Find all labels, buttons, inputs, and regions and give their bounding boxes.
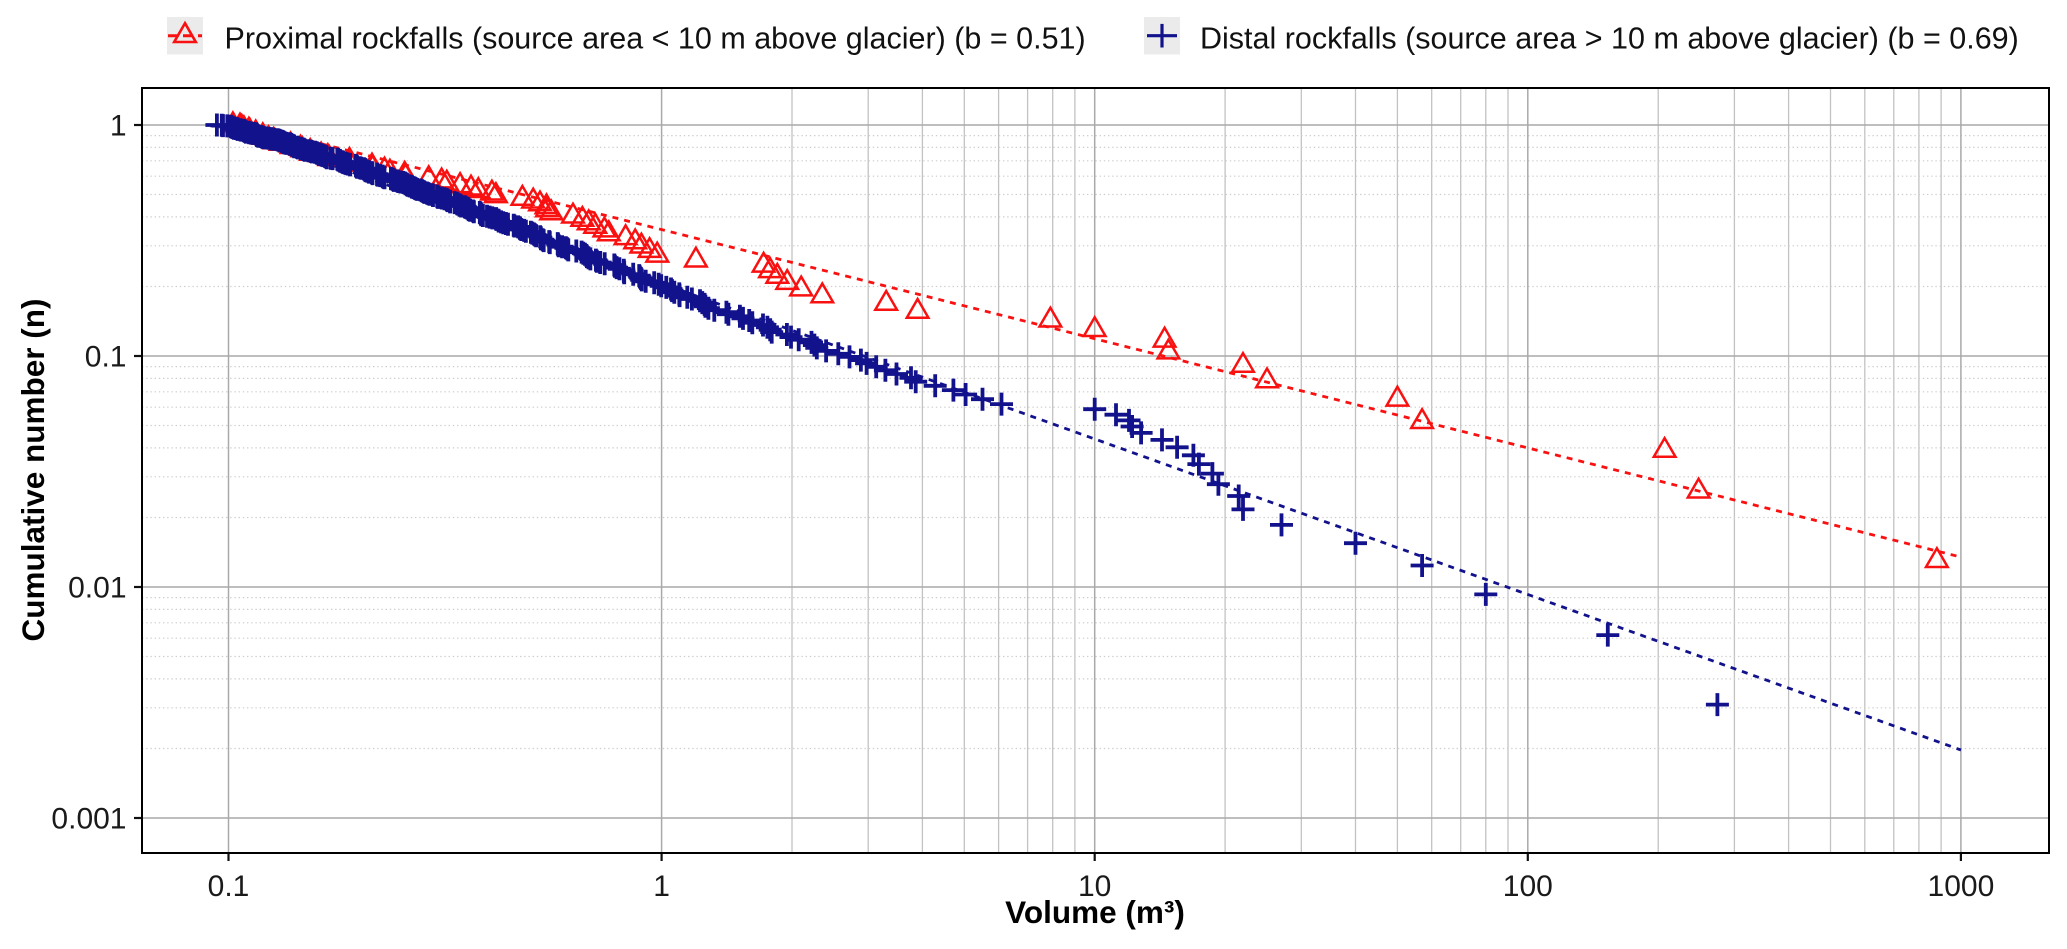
svg-text:1: 1 <box>653 870 670 903</box>
svg-text:Volume (m³): Volume (m³) <box>1005 894 1185 930</box>
svg-text:1: 1 <box>110 110 127 143</box>
svg-text:0.001: 0.001 <box>51 803 126 836</box>
svg-text:0.1: 0.1 <box>208 870 250 903</box>
svg-text:10: 10 <box>1078 870 1111 903</box>
svg-text:Cumulative number (n): Cumulative number (n) <box>15 298 51 641</box>
svg-text:100: 100 <box>1503 870 1553 903</box>
svg-text:0.01: 0.01 <box>68 572 126 605</box>
svg-text:Proximal rockfalls (source are: Proximal rockfalls (source area < 10 m a… <box>225 22 1086 56</box>
svg-text:1000: 1000 <box>1928 870 1995 903</box>
svg-text:Distal rockfalls (source area: Distal rockfalls (source area > 10 m abo… <box>1200 22 2019 56</box>
svg-text:0.1: 0.1 <box>85 341 127 374</box>
